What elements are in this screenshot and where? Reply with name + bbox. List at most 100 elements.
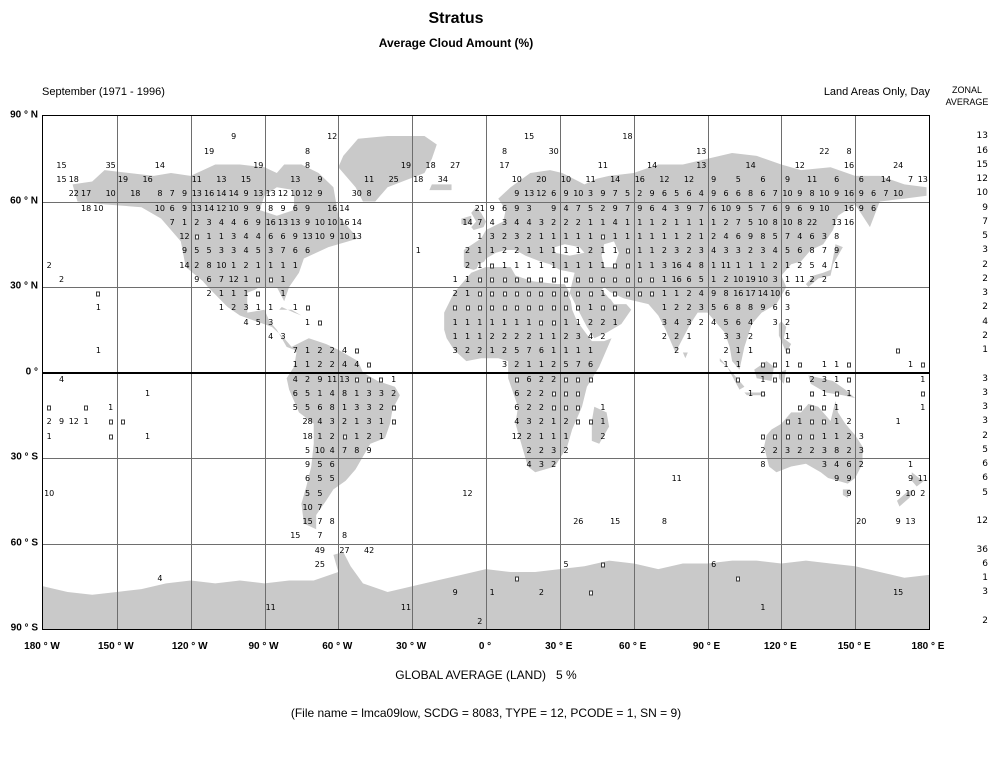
data-point (576, 277, 581, 283)
data-point: 1 (895, 417, 901, 427)
data-point (810, 434, 815, 440)
data-point: 10 (228, 203, 239, 213)
data-point: 2 (600, 317, 606, 327)
data-point: 1 (661, 289, 667, 299)
data-point: 5 (748, 217, 754, 227)
data-point: 16 (733, 289, 744, 299)
data-point (773, 377, 778, 383)
data-point: 4 (341, 346, 348, 356)
data-point: 3 (588, 189, 594, 199)
data-point: 8 (809, 246, 815, 256)
data-point: 19 (745, 274, 756, 284)
data-point: 2 (784, 317, 791, 327)
data-point: 34 (437, 175, 448, 185)
data-point (785, 377, 790, 383)
data-point (600, 562, 605, 568)
data-point: 9 (305, 203, 311, 213)
data-point: 11 (917, 474, 928, 484)
data-point: 9 (194, 274, 200, 284)
data-point: 9 (612, 203, 618, 213)
data-point: 1 (378, 417, 384, 427)
data-point: 1 (95, 346, 101, 356)
data-point (625, 263, 630, 269)
data-point: 9 (317, 175, 323, 185)
data-point: 6 (329, 460, 335, 470)
data-point: 6 (834, 175, 840, 185)
data-point: 26 (573, 517, 584, 527)
data-point (551, 391, 556, 397)
data-point: 49 (314, 545, 325, 555)
data-point (785, 419, 790, 425)
zonal-average-header: ZONAL AVERAGE (938, 84, 996, 108)
data-point: 18 (425, 160, 436, 170)
data-point: 8 (748, 189, 754, 199)
data-point: 1 (907, 360, 914, 370)
data-point: 10 (819, 203, 830, 213)
data-point: 11 (597, 160, 608, 170)
grid-line-parallel (43, 458, 929, 459)
data-point: 6 (711, 203, 717, 213)
data-point: 1 (551, 431, 557, 441)
data-point (576, 391, 581, 397)
data-point: 5 (698, 274, 704, 284)
data-point (847, 362, 851, 368)
data-point: 2 (514, 360, 520, 370)
data-point: 1 (218, 232, 224, 242)
data-point: 3 (821, 232, 827, 242)
data-point: 1 (588, 232, 594, 242)
data-point (527, 291, 532, 297)
data-point: 9 (255, 203, 261, 213)
data-point: 1 (920, 403, 926, 413)
data-point: 7 (735, 217, 741, 227)
data-point: 1 (834, 360, 840, 370)
data-point: 1 (637, 260, 643, 270)
data-point: 7 (760, 203, 766, 213)
data-point: 12 (683, 175, 695, 185)
data-point: 3 (858, 431, 864, 441)
lon-tick-label: 30 ° E (545, 641, 573, 652)
data-point: 3 (575, 331, 581, 341)
data-point: 1 (600, 417, 606, 427)
zonal-average-value: 3 (982, 387, 988, 398)
data-point: 8 (341, 388, 348, 398)
data-point: 1 (218, 303, 224, 313)
data-point: 4 (834, 460, 840, 470)
data-point: 1 (661, 274, 667, 284)
data-point: 6 (588, 360, 594, 370)
data-point: 11 (191, 175, 202, 185)
data-point: 1 (464, 289, 471, 299)
data-point: 3 (231, 246, 237, 256)
landmass-sri-lanka (682, 352, 688, 359)
data-point: 1 (674, 232, 680, 242)
zonal-average-value: 3 (982, 402, 988, 413)
lon-tick-label: 150 ° E (837, 641, 871, 652)
data-point: 2 (846, 431, 852, 441)
data-point: 14 (745, 160, 756, 170)
data-point: 13 (216, 175, 227, 185)
data-point: 9 (305, 460, 311, 470)
data-point: 2 (797, 445, 803, 455)
data-point: 2 (760, 445, 766, 455)
zonal-average-value: 15 (976, 159, 988, 170)
data-point: 9 (711, 189, 717, 199)
data-point (342, 434, 347, 440)
data-point (785, 348, 790, 354)
data-point: 6 (649, 203, 655, 213)
data-point: 14 (462, 217, 473, 227)
data-point: 1 (711, 260, 717, 270)
data-point: 6 (305, 246, 311, 256)
lon-tick-label: 60 ° W (322, 641, 353, 652)
data-point: 4 (526, 460, 532, 470)
lon-tick-label: 120 ° W (171, 641, 208, 652)
lon-tick-label: 0 ° (478, 641, 492, 652)
data-point: 1 (206, 232, 212, 242)
data-point: 9 (563, 189, 569, 199)
data-point: 4 (268, 331, 274, 341)
data-point: 9 (858, 189, 864, 199)
data-point: 6 (871, 189, 877, 199)
zonal-average-value: 2 (982, 259, 988, 270)
zonal-average-value: 5 (982, 444, 988, 455)
data-point: 7 (280, 246, 286, 256)
data-point: 1 (551, 246, 557, 256)
data-point: 2 (329, 346, 335, 356)
